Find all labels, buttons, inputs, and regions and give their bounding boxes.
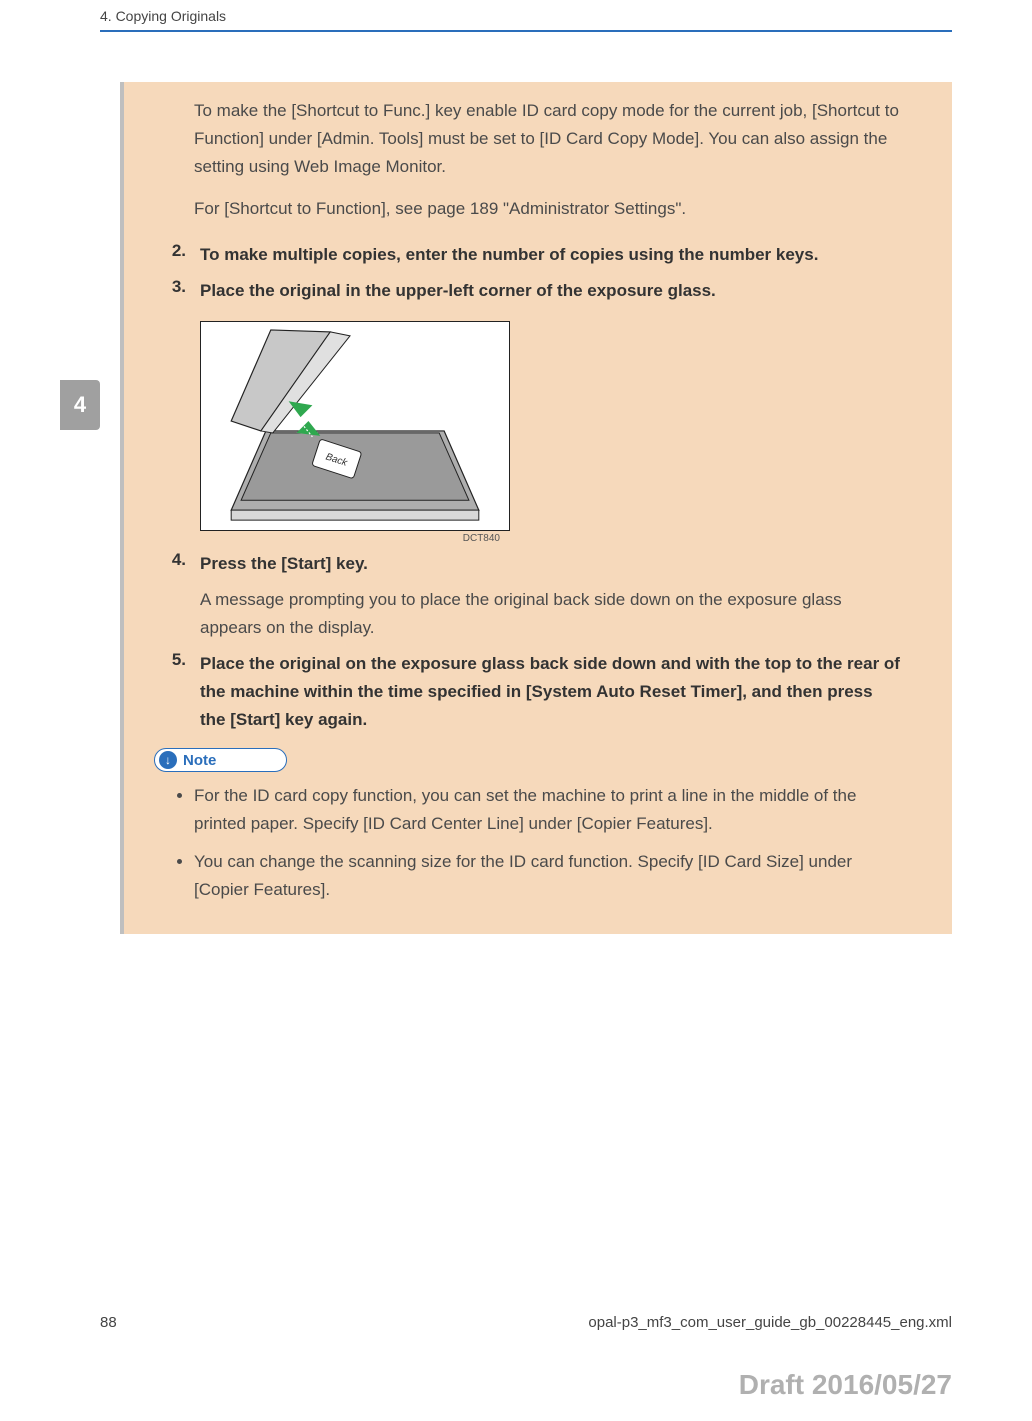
step-body: To make multiple copies, enter the numbe… [200,241,902,269]
intro-p1: To make the [Shortcut to Func.] key enab… [194,97,902,181]
page: 4. Copying Originals 4 To make the [Shor… [0,0,1032,1421]
intro-block: To make the [Shortcut to Func.] key enab… [124,82,932,223]
step-num: 4. [164,550,186,642]
scanner-figure: Back DCT840 [200,321,510,544]
note-label: ↓ Note [154,748,287,772]
step-num: 2. [164,241,186,269]
step-plain: A message prompting you to place the ori… [200,586,902,642]
chapter-tab: 4 [60,380,100,430]
step-bold: Press the [Start] key. [200,550,902,578]
content-box: To make the [Shortcut to Func.] key enab… [120,82,952,934]
step-3: 3. Place the original in the upper-left … [124,273,932,309]
step-bold: To make multiple copies, enter the numbe… [200,241,902,269]
step-body: Press the [Start] key. A message prompti… [200,550,902,642]
scanner-illustration: Back [200,321,510,531]
note-bullet-1: For the ID card copy function, you can s… [194,782,902,838]
step-num: 5. [164,650,186,734]
footer: 88 opal-p3_mf3_com_user_guide_gb_0022844… [100,1314,952,1331]
step-num: 3. [164,277,186,305]
page-number: 88 [100,1314,117,1331]
draft-stamp: Draft 2016/05/27 [739,1369,952,1401]
figure-caption: DCT840 [200,533,510,544]
step-2: 2. To make multiple copies, enter the nu… [124,237,932,273]
footer-file: opal-p3_mf3_com_user_guide_gb_00228445_e… [588,1314,952,1331]
step-bold: Place the original in the upper-left cor… [200,277,902,305]
down-arrow-icon: ↓ [159,751,177,769]
note-label-text: Note [183,752,216,769]
note-bullet-2: You can change the scanning size for the… [194,848,902,904]
note-bullets: For the ID card copy function, you can s… [124,778,932,904]
intro-p2: For [Shortcut to Function], see page 189… [194,195,902,223]
step-bold: Place the original on the exposure glass… [200,650,902,734]
step-body: Place the original in the upper-left cor… [200,277,902,305]
step-5: 5. Place the original on the exposure gl… [124,646,932,738]
step-4: 4. Press the [Start] key. A message prom… [124,546,932,646]
header-chapter: 4. Copying Originals [100,0,952,32]
step-body: Place the original on the exposure glass… [200,650,902,734]
